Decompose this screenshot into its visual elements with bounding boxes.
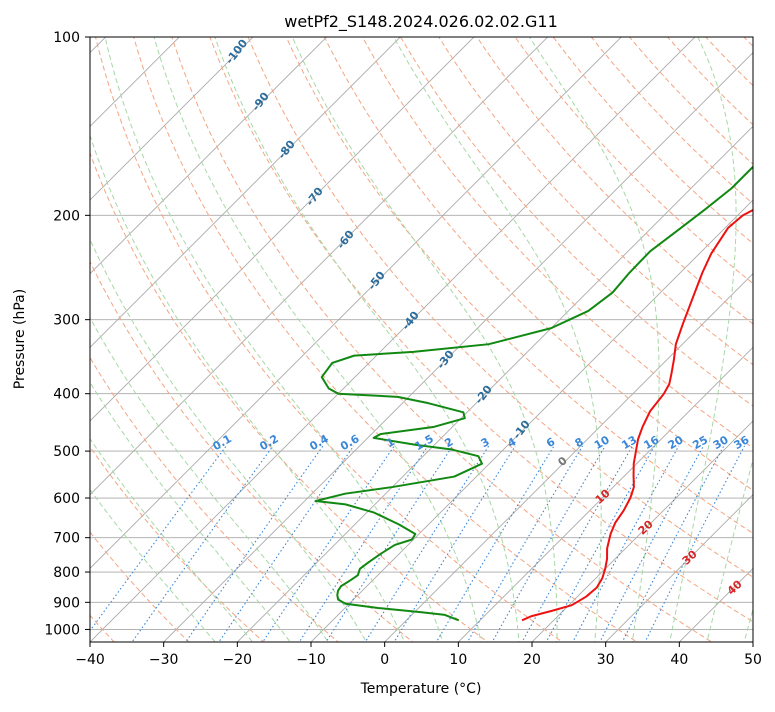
y-tick-label: 600 — [53, 491, 80, 507]
dry-adiabat — [171, 37, 713, 642]
mixing-ratio-line — [131, 445, 274, 642]
isotherm — [457, 346, 753, 642]
x-tick-label: 20 — [523, 652, 541, 668]
dry-adiabat — [90, 151, 489, 642]
x-tick-label: −10 — [296, 652, 326, 668]
mixing-ratio-line — [393, 445, 516, 642]
isotherm — [531, 420, 753, 642]
moist-adiabat — [706, 457, 753, 642]
moist-adiabat — [291, 37, 558, 642]
mixing-ratio-line — [521, 445, 633, 642]
plot-frame — [89, 36, 754, 643]
dry-adiabat — [209, 37, 753, 623]
x-tick-label: −40 — [75, 652, 105, 668]
background-grid — [90, 37, 753, 642]
moist-adiabat — [669, 37, 737, 642]
y-tick-label: 1000 — [44, 622, 80, 638]
isotherm — [90, 37, 401, 348]
moist-adiabat — [214, 37, 520, 642]
y-tick-label: 200 — [53, 208, 80, 224]
isotherm — [90, 37, 254, 201]
x-tick-label: 30 — [597, 652, 615, 668]
mixing-ratio-line — [435, 445, 555, 642]
isotherm — [90, 37, 328, 275]
x-tick-label: 50 — [744, 652, 762, 668]
y-tick-label: 300 — [53, 313, 80, 329]
chart-title: wetPf2_S148.2024.026.02.02.G11 — [284, 12, 558, 32]
moist-adiabat — [743, 607, 753, 642]
mixing-ratio-line — [545, 445, 656, 642]
x-tick-label: −20 — [223, 652, 253, 668]
moist-adiabat — [90, 381, 291, 642]
dry-adiabat — [133, 37, 638, 642]
x-tick-label: 40 — [670, 652, 688, 668]
dry-adiabat — [247, 37, 753, 578]
mixing-ratio-line — [572, 445, 680, 642]
dry-adiabat — [323, 37, 753, 491]
dry-adiabat — [90, 260, 414, 642]
moist-adiabat — [153, 37, 482, 642]
dry-adiabat — [90, 445, 265, 642]
moist-adiabat — [90, 316, 329, 642]
isotherm — [90, 37, 622, 569]
isotherm — [236, 125, 753, 642]
y-axis-label: Pressure (hPa) — [12, 289, 28, 389]
dry-adiabat — [95, 37, 564, 642]
x-tick-label: 10 — [449, 652, 467, 668]
y-tick-label: 700 — [53, 531, 80, 547]
y-tick-label: 900 — [53, 595, 80, 611]
axes: −40 −30 −20 −10 0 10 20 30 40 50 100 200 300 400 500 60… — [44, 30, 762, 668]
y-tick-label: 800 — [53, 565, 80, 581]
y-tick-label: 500 — [53, 444, 80, 460]
dry-adiabat — [90, 356, 340, 642]
mixing-ratio-line — [218, 445, 355, 642]
y-tick-label: 100 — [53, 30, 80, 46]
x-tick-label: 0 — [380, 652, 389, 668]
dry-adiabat — [285, 37, 753, 534]
mixing-ratio-line — [466, 445, 584, 642]
mixing-ratio-line — [644, 445, 746, 642]
y-tick-label: 400 — [53, 387, 80, 403]
mixing-ratio-line — [491, 445, 606, 642]
dewpoint-line — [314, 37, 753, 622]
profile-lines — [314, 37, 753, 622]
dry-adiabat — [438, 37, 753, 366]
moist-adiabat — [393, 37, 602, 642]
isotherm — [605, 494, 753, 642]
mixing-ratio-line — [621, 445, 725, 642]
x-axis-label: Temperature (°C) — [360, 681, 482, 697]
moist-adiabat — [90, 488, 216, 642]
moist-adiabat — [90, 238, 367, 642]
dry-adiabat — [400, 37, 753, 407]
isotherm — [384, 273, 753, 642]
mixing-ratio-line — [364, 445, 490, 642]
moist-adiabat — [90, 437, 254, 642]
dry-adiabat — [90, 531, 190, 642]
moist-adiabat — [528, 37, 660, 642]
temperature-line — [521, 208, 753, 622]
isotherm — [90, 37, 475, 422]
moist-adiabat — [104, 37, 444, 642]
moist-adiabat — [90, 133, 406, 642]
mixing-ratio-line — [262, 445, 395, 642]
isotherm — [310, 199, 753, 642]
x-tick-label: −30 — [149, 652, 179, 668]
